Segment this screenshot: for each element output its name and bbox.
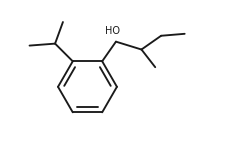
Text: HO: HO xyxy=(104,26,119,36)
